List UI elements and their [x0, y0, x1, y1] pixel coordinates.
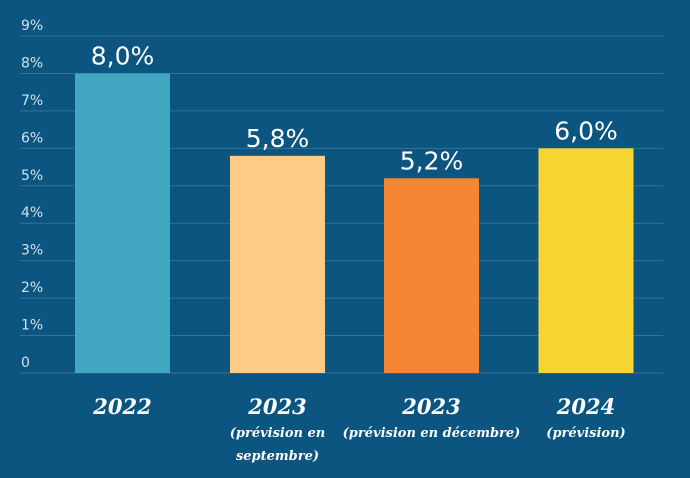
x-tick-label: 2024 [556, 394, 615, 419]
y-axis: 0 1% 2% 3% 4% 5% 6% 7% 8% 9% [21, 18, 43, 371]
y-tick-label: 2% [21, 280, 43, 296]
y-tick-label: 1% [21, 318, 43, 334]
x-tick-sublabel: septembre) [236, 449, 319, 464]
y-tick-label: 4% [21, 205, 43, 221]
data-labels: 8,0% 5,8% 5,2% 6,0% [91, 41, 618, 175]
y-tick-label: 9% [21, 18, 43, 34]
y-tick-label: 0 [21, 355, 30, 371]
data-label: 8,0% [91, 41, 155, 70]
y-tick-label: 6% [21, 130, 43, 146]
x-tick-sublabel: (prévision en décembre) [343, 426, 521, 441]
y-tick-label: 8% [21, 55, 43, 71]
y-tick-label: 3% [21, 243, 43, 259]
x-tick-label: 2022 [92, 394, 151, 419]
bar [75, 73, 170, 373]
x-tick-sublabel: (prévision en [230, 426, 325, 441]
y-tick-label: 7% [21, 93, 43, 109]
bar [230, 155, 325, 373]
bar [538, 148, 634, 373]
x-tick-label: 2023 [401, 394, 460, 419]
y-tick-label: 5% [21, 168, 43, 184]
x-axis: 2022 2023 (prévision en septembre) 2023 (prév… [92, 394, 625, 464]
data-label: 6,0% [554, 116, 618, 145]
bars [75, 73, 634, 373]
x-tick-label: 2023 [247, 394, 306, 419]
data-label: 5,2% [400, 146, 464, 175]
bar [384, 178, 479, 373]
x-tick-sublabel: (prévision) [546, 426, 625, 441]
data-label: 5,8% [246, 124, 310, 153]
